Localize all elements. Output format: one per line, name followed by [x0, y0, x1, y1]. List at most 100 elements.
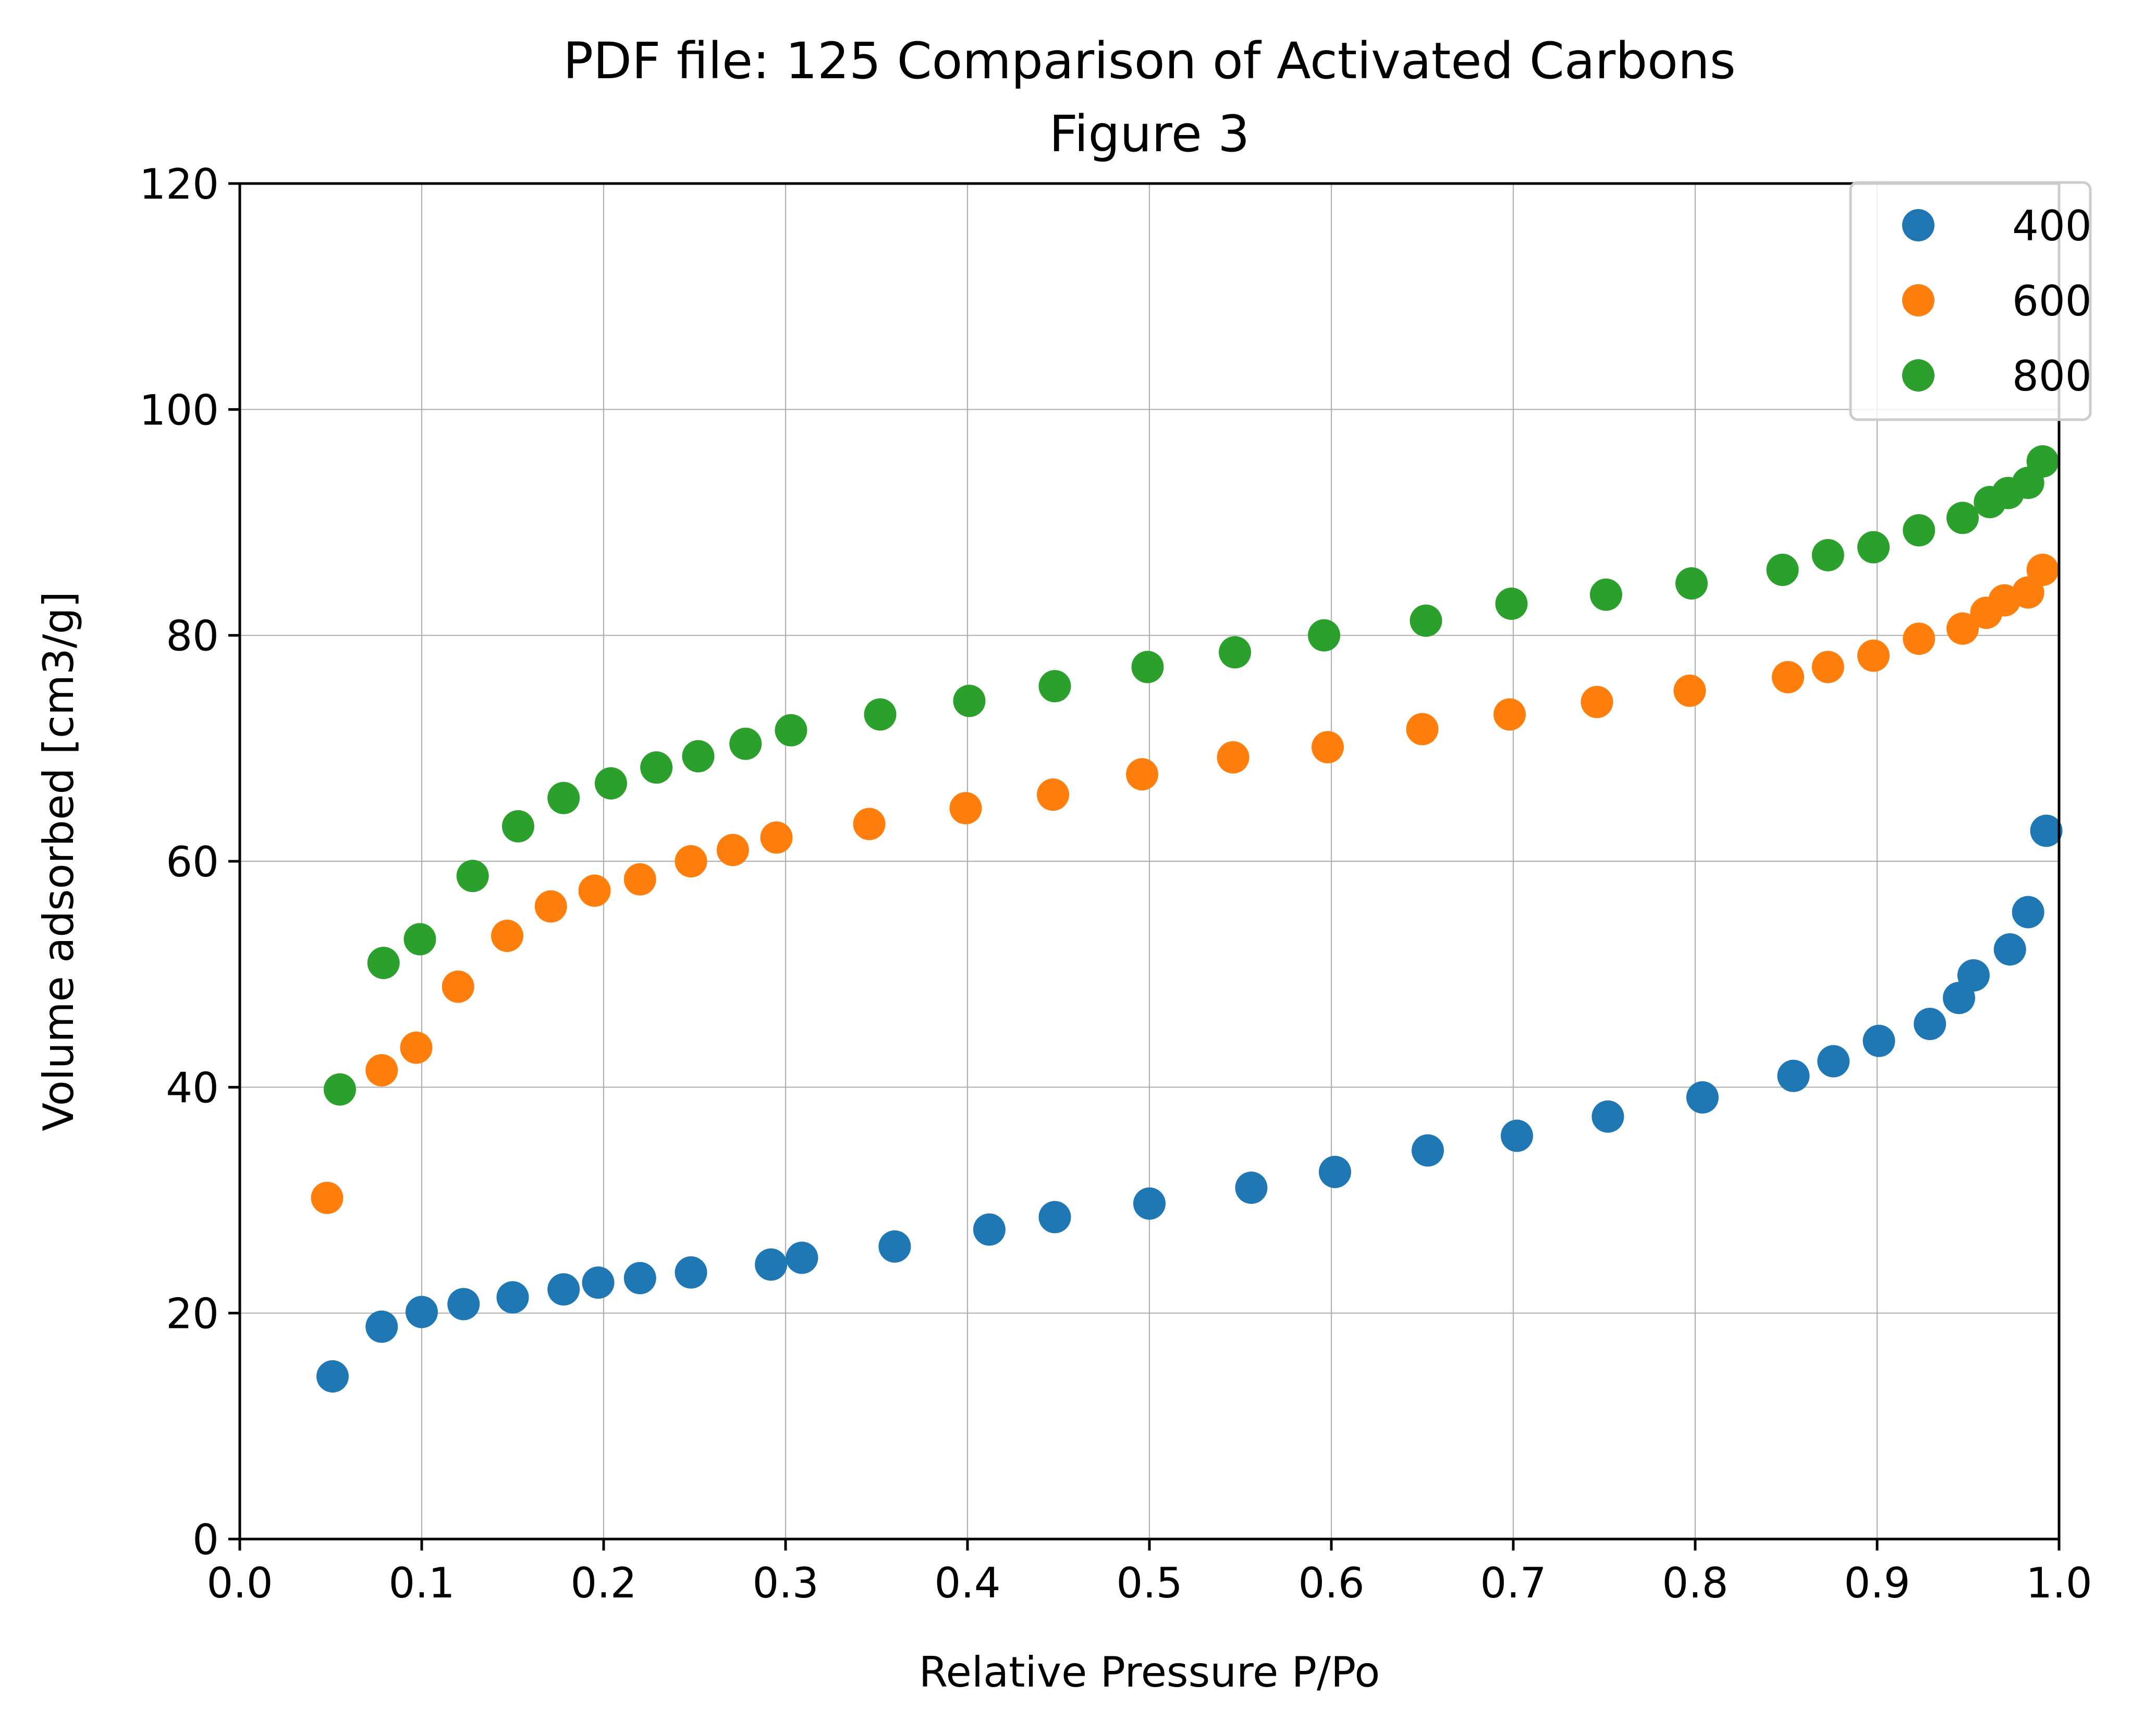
- data-point: [755, 1248, 788, 1281]
- data-point: [367, 947, 400, 979]
- data-point: [1817, 1045, 1850, 1078]
- data-point: [447, 1288, 480, 1321]
- data-point: [1686, 1081, 1719, 1114]
- data-point: [878, 1230, 911, 1263]
- series-layer: [311, 445, 2063, 1393]
- data-point: [1903, 514, 1936, 547]
- y-tick-label: 60: [166, 838, 219, 886]
- data-point: [682, 740, 715, 773]
- data-point: [1235, 1171, 1268, 1204]
- y-axis-label: Volume adsorbed [cm3/g]: [34, 591, 83, 1131]
- data-point: [1581, 686, 1613, 718]
- x-tick-label: 0.4: [934, 1559, 1000, 1607]
- chart-title: PDF file: 125 Comparison of Activated Ca…: [563, 32, 1735, 90]
- x-tick-label: 0.3: [752, 1559, 818, 1607]
- data-point: [1133, 1187, 1166, 1220]
- legend-label: 600: [2012, 277, 2092, 325]
- data-point: [1771, 661, 1804, 693]
- data-point: [675, 1256, 707, 1289]
- series-600: [311, 554, 2059, 1214]
- data-point: [534, 890, 567, 923]
- x-tick-label: 0.1: [388, 1559, 455, 1607]
- data-point: [1591, 1100, 1624, 1133]
- data-point: [491, 920, 524, 952]
- x-axis-label: Relative Pressure P/Po: [919, 1648, 1380, 1696]
- y-tick-label: 80: [166, 612, 219, 661]
- data-point: [1217, 741, 1250, 774]
- data-point: [1406, 713, 1439, 746]
- data-point: [501, 810, 534, 843]
- data-point: [949, 792, 982, 825]
- data-point: [1903, 623, 1936, 655]
- data-point: [1038, 670, 1071, 703]
- data-point: [1857, 531, 1890, 564]
- data-point: [1131, 651, 1164, 683]
- data-point: [2012, 896, 2044, 929]
- legend-box: [1849, 181, 2092, 421]
- legend: 400 600 800: [1849, 181, 2092, 421]
- data-point: [582, 1266, 615, 1299]
- data-point: [496, 1281, 529, 1314]
- data-point: [2030, 814, 2063, 847]
- data-point: [1038, 1201, 1071, 1234]
- legend-marker-400: [1902, 209, 1934, 241]
- data-point: [775, 714, 807, 747]
- y-axis: 0 20 40 60 80 100 120: [139, 160, 240, 1564]
- data-point: [1993, 933, 2026, 966]
- data-point: [1673, 674, 1706, 707]
- data-point: [578, 874, 611, 907]
- data-point: [1811, 539, 1844, 571]
- data-point: [729, 727, 762, 760]
- data-point: [1126, 758, 1159, 791]
- data-point: [2026, 445, 2059, 478]
- data-point: [442, 970, 474, 1003]
- data-point: [1857, 639, 1890, 672]
- data-point: [400, 1031, 433, 1064]
- x-tick-label: 0.6: [1298, 1559, 1364, 1607]
- x-tick-label: 0.2: [570, 1559, 636, 1607]
- legend-marker-800: [1902, 359, 1934, 392]
- data-point: [760, 821, 793, 854]
- data-point: [1219, 636, 1252, 669]
- data-point: [547, 1273, 580, 1306]
- data-point: [316, 1360, 349, 1393]
- data-point: [623, 863, 656, 896]
- x-tick-label: 1.0: [2026, 1559, 2092, 1607]
- legend-label: 800: [2012, 352, 2092, 400]
- legend-marker-600: [1902, 284, 1934, 316]
- chart-subtitle: Figure 3: [1049, 105, 1250, 163]
- data-point: [365, 1310, 398, 1343]
- data-point: [547, 782, 580, 814]
- data-point: [456, 860, 489, 893]
- x-tick-label: 0.9: [1844, 1559, 1910, 1607]
- data-point: [406, 1296, 438, 1328]
- data-point: [311, 1181, 344, 1214]
- x-tick-label: 0.8: [1662, 1559, 1728, 1607]
- series-800: [323, 445, 2059, 1106]
- data-point: [1589, 578, 1622, 611]
- y-tick-label: 0: [192, 1516, 219, 1564]
- data-point: [1675, 567, 1708, 600]
- data-point: [1318, 1155, 1351, 1188]
- data-point: [640, 751, 673, 784]
- y-tick-label: 120: [139, 160, 219, 209]
- data-point: [323, 1073, 356, 1106]
- data-point: [1777, 1059, 1810, 1092]
- data-point: [1946, 502, 1979, 534]
- data-point: [1946, 612, 1979, 645]
- data-point: [716, 834, 749, 866]
- data-point: [786, 1241, 818, 1274]
- data-point: [623, 1262, 656, 1295]
- legend-label: 400: [2012, 202, 2092, 250]
- data-point: [403, 923, 436, 956]
- data-point: [1410, 604, 1442, 637]
- data-point: [864, 698, 897, 731]
- data-point: [1495, 588, 1528, 620]
- y-tick-label: 20: [166, 1290, 219, 1338]
- series-400: [316, 814, 2063, 1393]
- data-point: [1037, 778, 1070, 811]
- data-point: [973, 1213, 1006, 1246]
- y-tick-label: 40: [166, 1064, 219, 1112]
